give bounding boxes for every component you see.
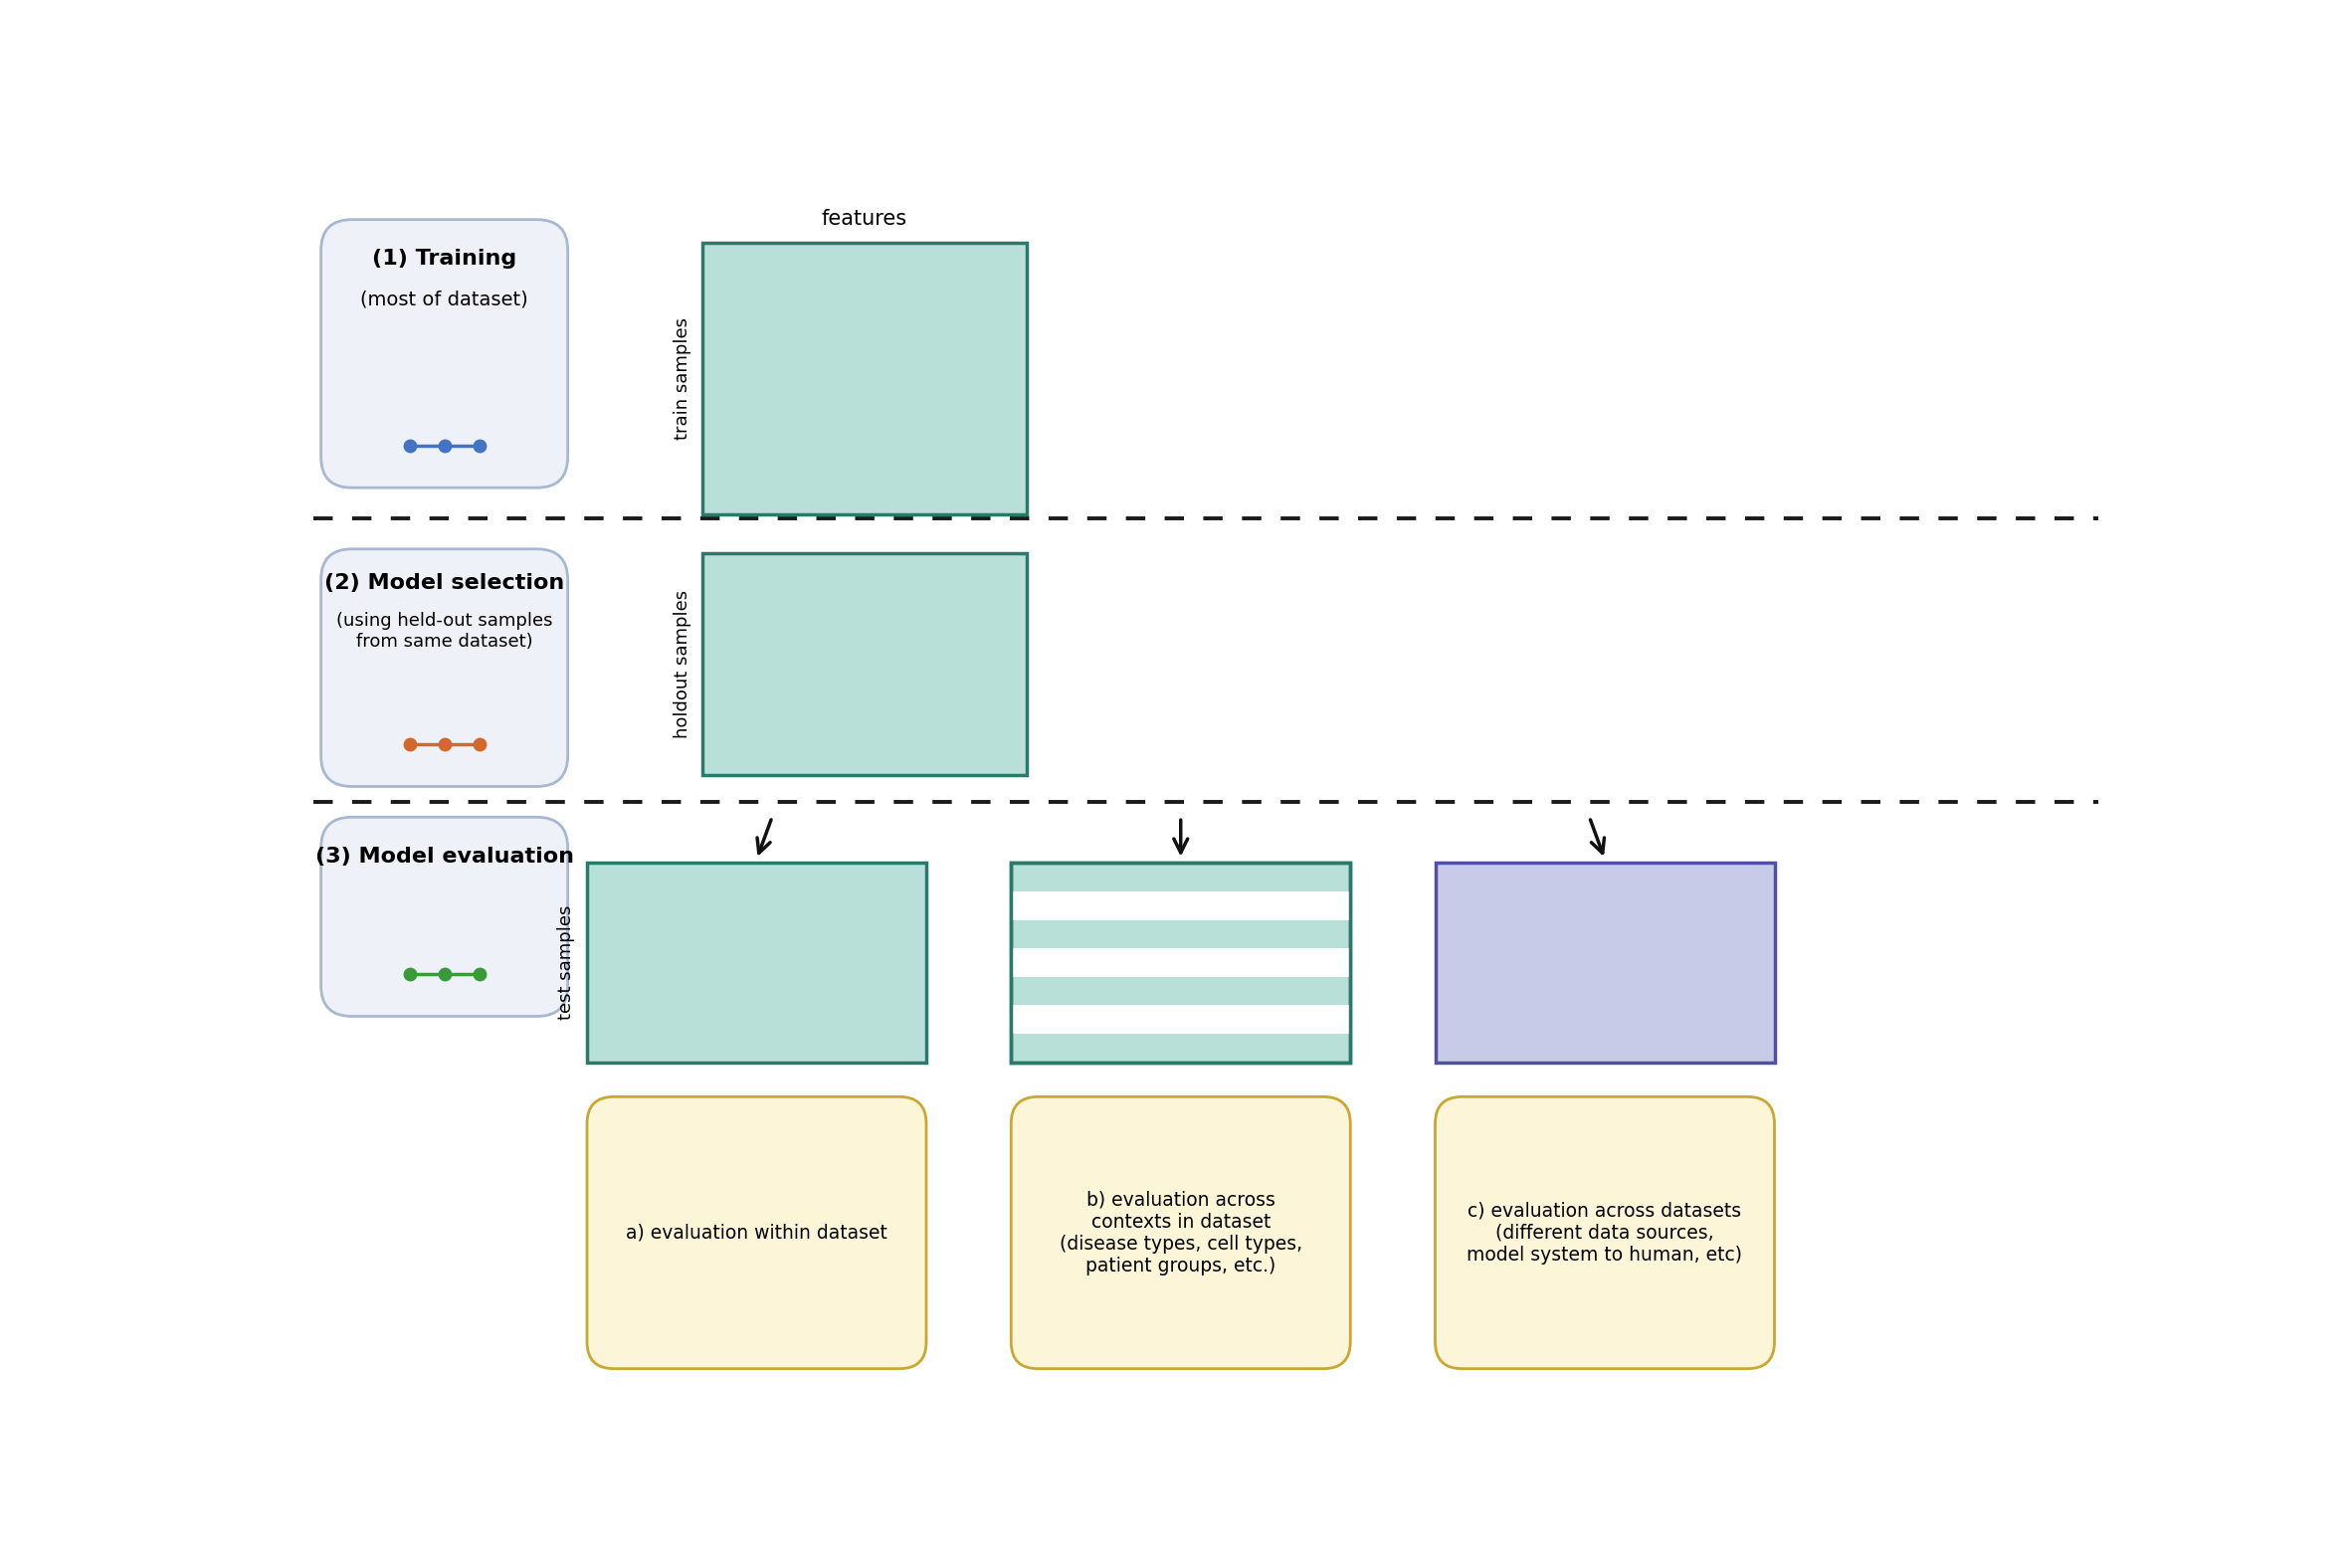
Text: train samples: train samples [673, 317, 691, 439]
Text: features: features [821, 209, 908, 229]
Text: (1) Training: (1) Training [372, 249, 517, 268]
FancyBboxPatch shape [1435, 1096, 1773, 1369]
Bar [1435, 862, 1773, 1062]
FancyBboxPatch shape [1011, 1096, 1350, 1369]
Bar [1011, 892, 1350, 920]
FancyBboxPatch shape [588, 1096, 927, 1369]
Point [426, 732, 463, 757]
Text: b) evaluation across
contexts in dataset
(disease types, cell types,
patient gro: b) evaluation across contexts in dataset… [1058, 1190, 1303, 1275]
Text: holdout samples: holdout samples [673, 590, 691, 739]
Point [390, 961, 428, 986]
Point [426, 961, 463, 986]
FancyBboxPatch shape [320, 817, 567, 1016]
Text: test samples: test samples [557, 905, 576, 1021]
Bar [1011, 1005, 1350, 1033]
Text: (2) Model selection: (2) Model selection [325, 574, 564, 593]
Text: (3) Model evaluation: (3) Model evaluation [315, 847, 574, 866]
Bar [588, 862, 927, 1062]
Point [390, 732, 428, 757]
Point [426, 433, 463, 458]
Text: (most of dataset): (most of dataset) [360, 290, 529, 309]
Point [461, 961, 499, 986]
Bar [1011, 862, 1350, 1062]
Point [390, 433, 428, 458]
Text: c) evaluation across datasets
(different data sources,
model system to human, et: c) evaluation across datasets (different… [1468, 1201, 1743, 1264]
Bar [703, 243, 1025, 514]
Text: a) evaluation within dataset: a) evaluation within dataset [626, 1223, 887, 1242]
Bar [703, 554, 1025, 775]
FancyBboxPatch shape [320, 220, 567, 488]
Point [461, 732, 499, 757]
Bar [1011, 862, 1350, 1062]
FancyBboxPatch shape [320, 549, 567, 787]
Bar [1011, 949, 1350, 977]
Text: (using held-out samples
from same dataset): (using held-out samples from same datase… [336, 612, 553, 651]
Point [461, 433, 499, 458]
